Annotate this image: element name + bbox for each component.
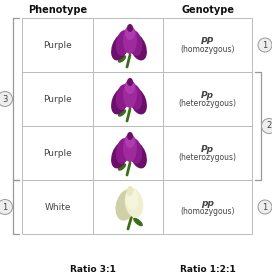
- Text: 3: 3: [2, 95, 8, 104]
- Ellipse shape: [128, 30, 142, 56]
- Text: Purple: Purple: [43, 148, 72, 157]
- Ellipse shape: [123, 80, 137, 108]
- Text: 2: 2: [266, 122, 272, 130]
- Bar: [22, 126, 252, 180]
- Bar: [22, 18, 252, 72]
- Text: (homozygous): (homozygous): [180, 45, 235, 55]
- Ellipse shape: [125, 134, 135, 148]
- Circle shape: [0, 92, 13, 106]
- Ellipse shape: [125, 80, 135, 94]
- Circle shape: [258, 38, 272, 52]
- Ellipse shape: [127, 24, 133, 32]
- Text: 1: 1: [262, 41, 268, 50]
- Ellipse shape: [129, 88, 147, 115]
- Ellipse shape: [125, 188, 143, 218]
- Ellipse shape: [116, 30, 130, 56]
- Text: (heterozygous): (heterozygous): [178, 153, 236, 162]
- Text: Ratio 3:1: Ratio 3:1: [70, 265, 115, 274]
- Ellipse shape: [111, 34, 129, 60]
- Ellipse shape: [116, 189, 137, 221]
- Text: 1: 1: [2, 202, 8, 211]
- Text: Ratio 1:2:1: Ratio 1:2:1: [180, 265, 235, 274]
- Circle shape: [261, 118, 272, 134]
- Ellipse shape: [129, 142, 147, 169]
- Text: Purple: Purple: [43, 41, 72, 50]
- Text: Pp: Pp: [201, 144, 214, 153]
- Text: White: White: [44, 202, 71, 211]
- Ellipse shape: [111, 88, 129, 115]
- Ellipse shape: [126, 186, 134, 196]
- Ellipse shape: [127, 132, 133, 140]
- Ellipse shape: [127, 78, 133, 86]
- Circle shape: [0, 199, 13, 214]
- Ellipse shape: [118, 55, 126, 63]
- Text: (homozygous): (homozygous): [180, 207, 235, 216]
- Ellipse shape: [123, 26, 137, 54]
- Ellipse shape: [111, 142, 129, 169]
- Ellipse shape: [116, 84, 130, 110]
- Ellipse shape: [118, 109, 126, 117]
- Circle shape: [258, 200, 272, 214]
- Text: Genotype: Genotype: [181, 5, 234, 15]
- Ellipse shape: [125, 26, 135, 40]
- Text: Pp: Pp: [201, 90, 214, 99]
- Bar: [22, 180, 252, 234]
- Text: 1: 1: [262, 202, 268, 211]
- Text: PP: PP: [201, 36, 214, 45]
- Text: (heterozygous): (heterozygous): [178, 99, 236, 109]
- Ellipse shape: [123, 134, 137, 162]
- Text: pp: pp: [201, 199, 214, 207]
- Ellipse shape: [133, 218, 143, 226]
- Ellipse shape: [118, 163, 126, 171]
- Text: Purple: Purple: [43, 95, 72, 104]
- Ellipse shape: [116, 138, 130, 164]
- Ellipse shape: [128, 138, 142, 164]
- Ellipse shape: [128, 84, 142, 110]
- Bar: [22, 72, 252, 126]
- Text: Phenotype: Phenotype: [28, 5, 87, 15]
- Ellipse shape: [126, 188, 138, 210]
- Ellipse shape: [129, 34, 147, 60]
